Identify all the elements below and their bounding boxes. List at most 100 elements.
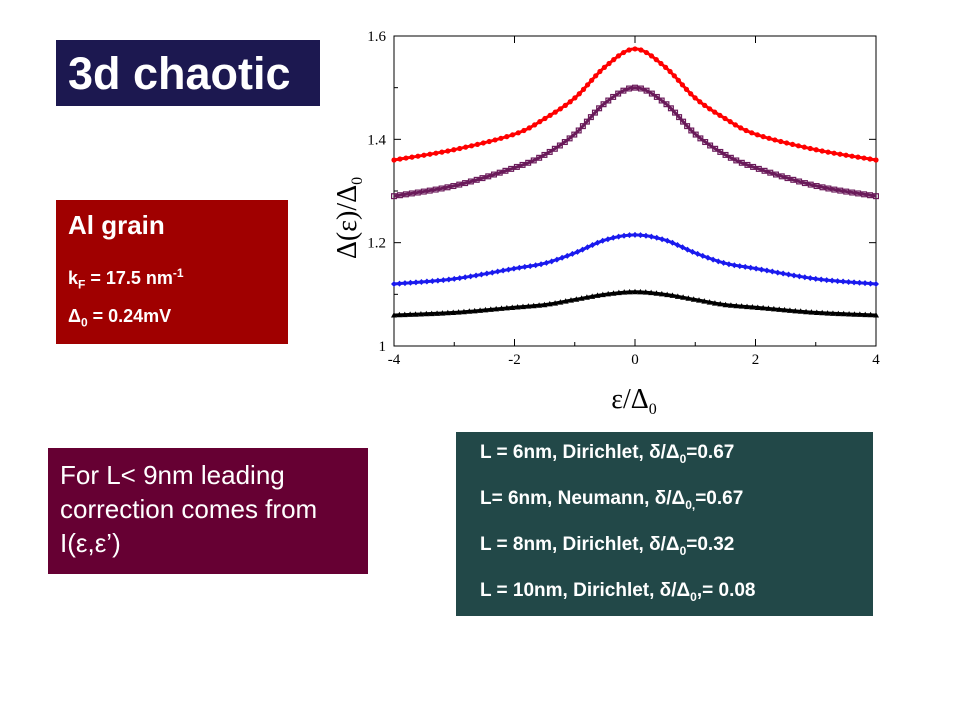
series-1-point bbox=[515, 130, 521, 136]
y-tick-label: 1.2 bbox=[367, 236, 386, 252]
series-1-point bbox=[801, 144, 807, 150]
legend-entry-4-sub: 0 bbox=[690, 589, 697, 604]
series-2-point bbox=[843, 188, 850, 195]
series-3-point bbox=[689, 248, 696, 255]
x-axis-label-sub: 0 bbox=[649, 401, 657, 416]
series-1 bbox=[391, 46, 879, 163]
series-1-point bbox=[611, 57, 617, 63]
series-1-point bbox=[743, 127, 749, 134]
series-4-point bbox=[417, 311, 424, 317]
series-1-point bbox=[626, 47, 632, 53]
series-1-point bbox=[409, 154, 415, 160]
series-2-point bbox=[513, 163, 520, 170]
title-box: 3d chaotic bbox=[56, 40, 320, 106]
series-3-point bbox=[423, 278, 430, 285]
series-3-point bbox=[851, 279, 858, 286]
series-1-point bbox=[825, 149, 831, 155]
series-1-point bbox=[606, 60, 612, 67]
series-2-point bbox=[855, 190, 862, 197]
series-3-point bbox=[610, 234, 617, 241]
series-1-point bbox=[403, 155, 409, 161]
series-1-point bbox=[576, 91, 582, 97]
series-1-point bbox=[784, 140, 790, 146]
series-3-point bbox=[725, 261, 732, 268]
series-4-point bbox=[760, 304, 767, 311]
series-4-point bbox=[396, 311, 403, 318]
legend-box: L = 6nm, Dirichlet, δ/Δ0=0.67 L= 6nm, Ne… bbox=[456, 432, 873, 616]
series-2-point bbox=[778, 173, 785, 180]
series-1-point bbox=[415, 153, 421, 159]
grain-title: Al grain bbox=[68, 210, 165, 240]
series-4-point bbox=[599, 291, 606, 298]
delta-symbol: Δ bbox=[68, 306, 81, 326]
series-1-point bbox=[732, 122, 738, 128]
series-4-point bbox=[792, 307, 799, 314]
series-3-point bbox=[483, 270, 490, 277]
series-2-point bbox=[831, 186, 838, 193]
series-4-point bbox=[829, 310, 836, 316]
series-4-point bbox=[856, 311, 863, 317]
series-1-point bbox=[597, 68, 603, 75]
kf-superscript: -1 bbox=[172, 266, 184, 280]
series-3-point bbox=[456, 275, 463, 282]
series-4-point bbox=[690, 296, 697, 302]
series-3-point bbox=[579, 246, 586, 253]
series-4-point bbox=[711, 300, 718, 306]
series-3-point bbox=[396, 280, 403, 287]
legend-entry-3: L = 8nm, Dirichlet, δ/Δ0=0.32 bbox=[480, 534, 734, 558]
series-1-point bbox=[562, 102, 568, 108]
series-2-point bbox=[462, 180, 469, 187]
series-3-point bbox=[669, 239, 676, 246]
kf-subscript: F bbox=[78, 277, 86, 292]
series-3-point bbox=[823, 277, 830, 284]
series-4-point bbox=[819, 309, 826, 316]
x-tick-label: -4 bbox=[388, 352, 401, 368]
series-1-point bbox=[749, 130, 755, 136]
series-3-point bbox=[873, 281, 879, 287]
series-4-point bbox=[423, 310, 430, 317]
series-1-point bbox=[867, 156, 873, 162]
series-1-point bbox=[789, 141, 796, 148]
kf-symbol: k bbox=[68, 268, 79, 288]
series-1-point bbox=[572, 95, 578, 101]
series-3-point bbox=[785, 271, 792, 278]
series-2-point bbox=[450, 183, 457, 190]
series-4-point bbox=[434, 310, 441, 316]
series-4-point bbox=[727, 302, 734, 308]
series-4-point bbox=[471, 307, 478, 314]
series-3-point bbox=[747, 264, 754, 271]
series-3-point bbox=[674, 241, 681, 248]
series-3-point bbox=[451, 275, 458, 282]
series-2-point bbox=[663, 101, 670, 108]
gap-ratio-chart: -4 -2 0 2 4 1 1.2 1.4 1.6 ε/Δ0 Δ(ε)/Δ0 bbox=[332, 29, 880, 416]
series-2-point bbox=[637, 85, 644, 92]
series-2-point bbox=[738, 159, 745, 166]
series-1-point bbox=[552, 109, 558, 115]
series-2-point bbox=[733, 157, 740, 164]
series-2-point bbox=[525, 159, 532, 166]
series-4-point bbox=[482, 306, 489, 313]
series-3-point bbox=[538, 261, 545, 268]
series-3-point bbox=[790, 272, 797, 279]
series-4-point bbox=[477, 307, 484, 313]
series-2-point bbox=[672, 109, 679, 116]
series-2-point bbox=[620, 87, 627, 94]
series-4-point bbox=[567, 297, 574, 303]
series-1-point bbox=[843, 152, 849, 158]
series-3-point bbox=[637, 232, 644, 239]
series-4-point bbox=[583, 294, 590, 300]
series-2-point bbox=[684, 123, 691, 130]
series-2-point bbox=[438, 185, 445, 192]
axis-ticks: -4 -2 0 2 4 1 1.2 1.4 1.6 bbox=[367, 29, 880, 368]
series-1-point bbox=[439, 149, 445, 155]
series-4-point bbox=[466, 308, 473, 314]
series-2-point bbox=[551, 145, 558, 152]
series-3-point bbox=[845, 278, 852, 285]
series-3-point bbox=[615, 233, 622, 240]
series-4-point bbox=[460, 308, 467, 315]
series-1-point bbox=[526, 125, 532, 131]
series-4-line bbox=[393, 290, 877, 317]
series-4-point bbox=[658, 290, 665, 297]
series-4-point bbox=[851, 311, 858, 317]
series-3-point bbox=[840, 278, 847, 285]
